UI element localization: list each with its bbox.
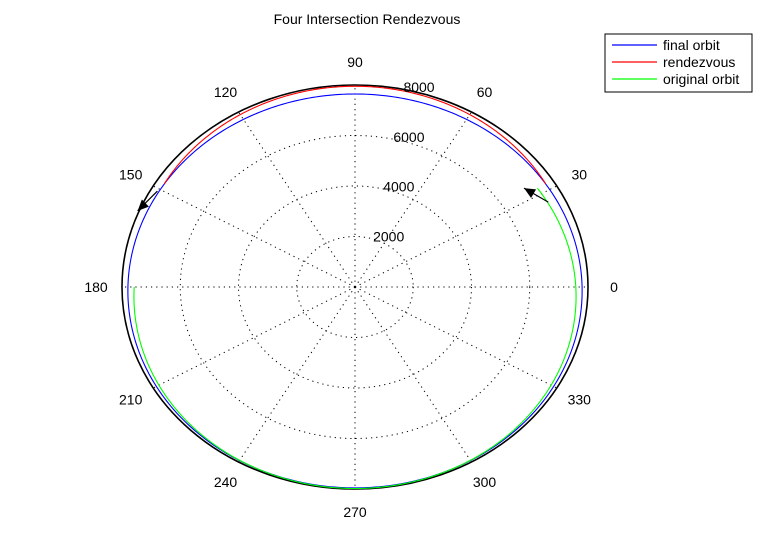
angle-tick-label: 300 — [473, 474, 497, 490]
angle-tick-label: 270 — [343, 504, 367, 520]
angle-tick-label: 240 — [214, 474, 238, 490]
angle-tick-label: 120 — [214, 84, 238, 100]
legend-entry: rendezvous — [663, 54, 735, 70]
radial-grid-circle — [179, 135, 531, 439]
angle-spoke — [354, 286, 558, 389]
direction-arrow-right — [523, 187, 549, 203]
chart-title: Four Intersection Rendezvous — [274, 11, 461, 27]
angle-spoke — [238, 286, 356, 463]
angle-spoke — [238, 111, 356, 288]
angle-spoke — [152, 185, 356, 288]
series-layer — [127, 85, 583, 490]
series-line-final-orbit — [127, 93, 583, 489]
angle-tick-label: 330 — [568, 392, 592, 408]
angle-tick-label: 30 — [572, 167, 588, 183]
angle-spoke — [354, 286, 472, 463]
series-line-original-orbit — [133, 187, 577, 490]
angle-tick-label: 180 — [84, 279, 108, 295]
legend-entry: final orbit — [663, 37, 720, 53]
angle-spoke — [354, 185, 558, 288]
angle-tick-label: 150 — [119, 167, 143, 183]
direction-arrow-left — [137, 190, 158, 212]
radial-tick-label: 2000 — [373, 228, 404, 244]
radial-grid-circle — [238, 185, 472, 389]
angle-tick-label: 60 — [477, 84, 493, 100]
radial-tick-label: 8000 — [403, 79, 434, 95]
arrow-head — [137, 199, 149, 211]
arrow-head — [524, 188, 537, 198]
legend-box — [604, 33, 753, 93]
arrow-layer — [137, 187, 549, 212]
angle-tick-label: 210 — [119, 392, 143, 408]
tick-labels: 0 30 60 90 120 150 180 210 240 270 300 330 2000 4000 6… — [84, 54, 618, 520]
series-line-rendezvous — [163, 85, 547, 185]
radial-tick-label: 4000 — [383, 179, 414, 195]
radial-tick-label: 6000 — [393, 129, 424, 145]
angle-spoke — [354, 111, 472, 288]
angle-tick-label: 90 — [347, 54, 363, 70]
legend-entry: original orbit — [663, 71, 739, 87]
angle-tick-label: 0 — [610, 279, 618, 295]
angle-spoke — [152, 286, 356, 389]
